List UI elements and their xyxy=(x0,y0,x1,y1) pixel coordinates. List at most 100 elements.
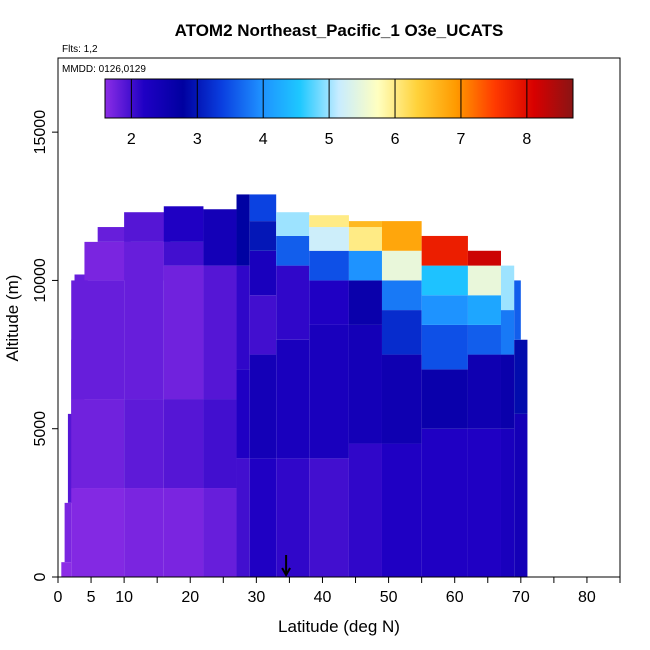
curtain-cell xyxy=(467,250,501,266)
curtain-cell xyxy=(203,488,237,577)
chart-title: ATOM2 Northeast_Pacific_1 O3e_UCATS xyxy=(175,21,504,40)
colorbar: 2 3 4 5 6 7 8 xyxy=(104,78,574,148)
curtain-cell xyxy=(421,235,468,266)
curtain-cell xyxy=(309,280,349,325)
curtain-cell xyxy=(124,241,164,400)
curtain-cell xyxy=(421,369,468,429)
curtain-cell xyxy=(236,265,250,370)
x-tick-label: 0 xyxy=(54,589,63,606)
x-tick-label: 80 xyxy=(578,589,596,606)
x-tick-label: 5 xyxy=(87,589,96,606)
x-tick-label: 50 xyxy=(380,589,398,606)
curtain-cell xyxy=(381,250,422,281)
latitude-marker xyxy=(281,555,291,578)
x-tick-label: 30 xyxy=(247,589,265,606)
o3-curtain xyxy=(61,194,528,577)
curtain-cell xyxy=(500,310,515,355)
curtain-cell xyxy=(249,458,277,577)
x-tick-label: 10 xyxy=(115,589,133,606)
x-tick-label: 20 xyxy=(181,589,199,606)
y-tick-label: 0 xyxy=(32,572,49,581)
curtain-cell xyxy=(71,399,125,489)
curtain-cell xyxy=(381,280,422,311)
curtain-cell xyxy=(163,399,204,489)
curtain-cell xyxy=(381,354,422,444)
curtain-cell xyxy=(236,194,250,266)
curtain-cell xyxy=(203,209,237,266)
curtain-cell xyxy=(348,324,382,444)
curtain-cell xyxy=(514,280,521,340)
curtain-cell xyxy=(276,458,310,577)
curtain-cell xyxy=(348,227,382,251)
curtain-cell xyxy=(421,324,468,370)
plot-area: MMDD: 0126,0129 xyxy=(57,57,621,578)
curtain-cell xyxy=(249,354,277,459)
curtain-cell xyxy=(309,324,349,459)
curtain-cell xyxy=(71,280,125,400)
curtain-cell xyxy=(309,250,349,281)
curtain-cell xyxy=(381,310,422,355)
flights-label: Flts: 1,2 xyxy=(62,44,98,55)
curtain-cell xyxy=(467,428,501,577)
colorbar-ticks: 2 3 4 5 6 7 8 xyxy=(127,79,531,148)
curtain-cell xyxy=(467,265,501,296)
y-tick-label: 10000 xyxy=(32,258,49,303)
curtain-cell xyxy=(249,250,277,296)
curtain-cell xyxy=(64,502,72,563)
colorbar-bar xyxy=(104,78,574,119)
curtain-cell xyxy=(514,339,528,414)
x-tick-label: 60 xyxy=(446,589,464,606)
x-tick-label: 40 xyxy=(314,589,332,606)
curtain-cell xyxy=(309,227,349,251)
colorbar-tick-label: 5 xyxy=(325,131,334,148)
curtain-cell xyxy=(381,221,422,251)
curtain-cell xyxy=(276,212,310,236)
curtain-cell xyxy=(514,413,528,577)
x-axis: 0 5 10 20 30 40 50 60 70 80 xyxy=(54,577,621,606)
curtain-cell xyxy=(97,227,131,242)
curtain-cell xyxy=(421,295,468,325)
curtain-cell xyxy=(71,488,125,577)
colorbar-tick-label: 3 xyxy=(193,131,202,148)
y-tick-label: 15000 xyxy=(32,110,49,155)
colorbar-tick-label: 4 xyxy=(259,131,268,148)
curtain-cell xyxy=(163,265,204,400)
dates-label: MMDD: 0126,0129 xyxy=(62,64,146,75)
colorbar-tick-label: 8 xyxy=(522,131,531,148)
plot-frame xyxy=(57,57,621,578)
marker-head xyxy=(281,567,291,578)
curtain-cell xyxy=(203,399,237,489)
curtain-cell xyxy=(249,221,277,251)
curtain-cell xyxy=(381,443,422,577)
curtain-cell xyxy=(348,250,382,281)
curtain-cell xyxy=(467,354,501,429)
curtain-cell xyxy=(467,324,501,355)
colorbar-tick-label: 6 xyxy=(391,131,400,148)
curtain-cell xyxy=(163,241,204,266)
curtain-cell xyxy=(309,458,349,577)
curtain-cell xyxy=(309,215,349,228)
curtain-cell xyxy=(61,562,72,577)
curtain-cell xyxy=(236,369,250,459)
curtain-cell xyxy=(500,354,515,429)
colorbar-tick-label: 7 xyxy=(456,131,465,148)
curtain-cell xyxy=(163,206,204,242)
curtain-cell xyxy=(276,339,310,459)
colorbar-tick-label: 2 xyxy=(127,131,136,148)
curtain-cell xyxy=(348,280,382,325)
curtain-cell xyxy=(249,194,277,222)
curtain-cell xyxy=(500,265,515,311)
curtain-cell xyxy=(236,458,250,577)
curtain-cell xyxy=(467,295,501,325)
curtain-cell xyxy=(421,265,468,296)
curtain-cell xyxy=(203,265,237,400)
curtain-cell xyxy=(163,488,204,577)
curtain-cell xyxy=(500,428,515,577)
curtain-cell xyxy=(348,443,382,577)
curtain-cell xyxy=(276,265,310,340)
curtain-cell xyxy=(124,399,164,489)
y-axis-label: Altitude (m) xyxy=(3,275,22,362)
curtain-cell xyxy=(124,488,164,577)
curtain-cell xyxy=(249,295,277,355)
